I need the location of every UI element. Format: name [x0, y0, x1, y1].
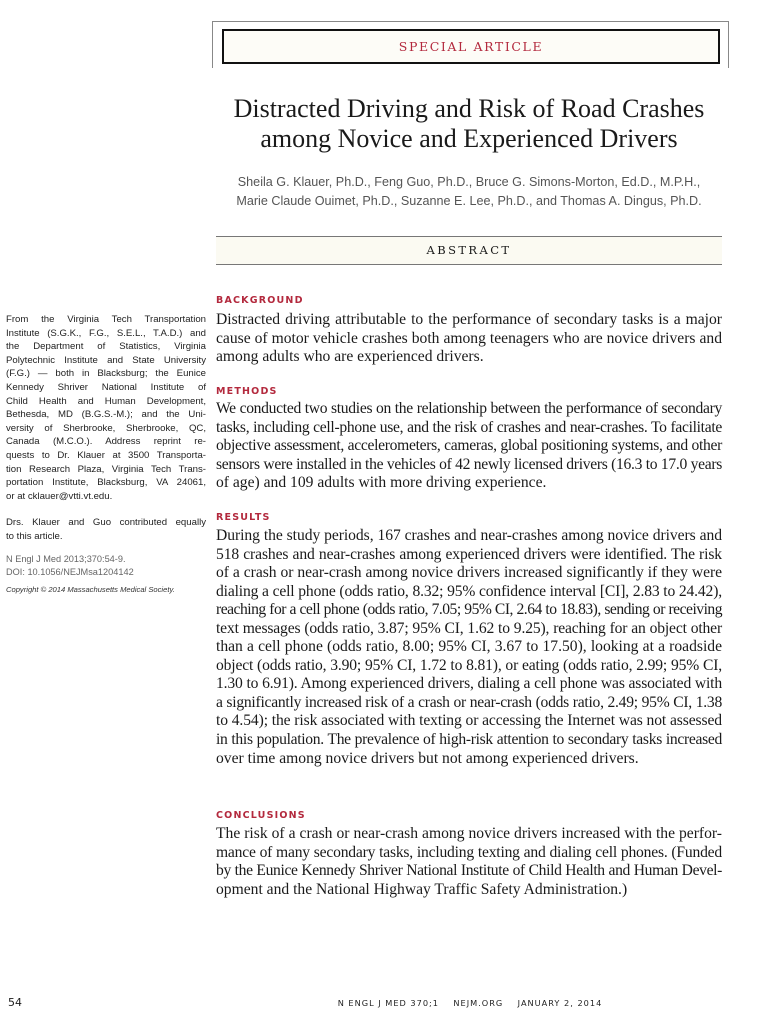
- text-line: sensors were installed in the vehicles o…: [216, 455, 722, 473]
- text-line: tion Research Plaza, Virginia Tech Trans…: [6, 463, 206, 475]
- text-line: than a cell phone (odds ratio, 8.00; 95%…: [216, 638, 722, 656]
- text-line: of age) and 109 adults with more driving…: [216, 474, 547, 492]
- section-text-results: During the study periods, 167 crashes an…: [216, 527, 723, 768]
- title-line: Distracted Driving and Risk of Road Cras…: [233, 94, 705, 123]
- footer-citation: N ENGL J MED 370;1 NEJM.ORG JANUARY 2, 2…: [337, 998, 603, 1008]
- text-line: Child Health and Human Development,: [6, 395, 206, 407]
- section-banner: SPECIAL ARTICLE: [222, 29, 720, 64]
- text-line: over time among novice drivers but not a…: [216, 749, 639, 767]
- text-line: of a crash or near-crash among novice dr…: [216, 564, 722, 582]
- text-line: among adults who are experienced drivers…: [216, 348, 484, 366]
- text-line: Polytechnic Institute and State Universi…: [6, 354, 206, 366]
- contribution-note: Drs. Klauer and Guo contributed equally t…: [6, 516, 206, 543]
- author-line: Sheila G. Klauer, Ph.D., Feng Guo, Ph.D.…: [237, 175, 701, 189]
- text-line: 1.30 to 6.91). Among experienced drivers…: [216, 675, 722, 693]
- text-line: objective assessment, accelerometers, ca…: [216, 437, 722, 455]
- text-line: 518 crashes and near-crashes among exper…: [216, 545, 722, 563]
- text-line: Canada (M.C.O.). Address reprint re-: [6, 436, 206, 448]
- text-line: dialing a cell phone (odds ratio, 8.32; …: [216, 582, 722, 600]
- text-line: The risk of a crash or near-crash among …: [216, 825, 722, 842]
- text-line: a significantly increased risk of a cras…: [216, 693, 722, 711]
- text-line: in this population. The prevalence of hi…: [216, 731, 722, 749]
- section-text-methods: We conducted two studies on the relation…: [216, 400, 722, 493]
- text-line: portation Institute, Blacksburg, VA 2406…: [6, 477, 206, 489]
- text-line: From the Virginia Tech Transportation: [6, 314, 206, 325]
- section-text-conclusions: The risk of a crash or near-crash among …: [216, 825, 722, 899]
- text-line: to 4.54); the risk associated with texti…: [216, 712, 722, 730]
- text-line: the Department of Statistics, Virginia: [6, 341, 206, 353]
- text-line: by the Eunice Kennedy Shriver National I…: [216, 862, 722, 880]
- text-line: tasks, including cell-phone use, and the…: [216, 418, 722, 436]
- copyright: Copyright © 2014 Massachusetts Medical S…: [6, 585, 175, 594]
- section-heading-methods: METHODS: [216, 386, 278, 397]
- section-text-background: Distracted driving attributable to the p…: [216, 311, 722, 367]
- doi: DOI: 10.1056/NEJMsa1204142: [6, 567, 134, 577]
- text-line: Institute (S.G.K., F.G., S.E.L., T.A.D.)…: [6, 327, 206, 339]
- abstract-heading: ABSTRACT: [216, 236, 722, 265]
- section-heading-results: RESULTS: [216, 512, 271, 523]
- text-line: cause of motor vehicle crashes both amon…: [216, 329, 722, 347]
- article-title: Distracted Driving and Risk of Road Cras…: [216, 94, 722, 154]
- citation: N Engl J Med 2013;370:54-9.: [6, 554, 126, 564]
- section-label: SPECIAL ARTICLE: [398, 39, 544, 54]
- text-line: mance of many secondary tasks, including…: [216, 843, 722, 861]
- text-line: or at cklauer@vtti.vt.edu.: [6, 490, 113, 502]
- section-heading-background: BACKGROUND: [216, 295, 304, 306]
- author-line: Marie Claude Ouimet, Ph.D., Suzanne E. L…: [236, 194, 702, 208]
- text-line: We conducted two studies on the relation…: [216, 400, 722, 417]
- text-line: to this article.: [6, 530, 63, 542]
- text-line: quests to Dr. Klauer at 3500 Transporta-: [6, 449, 206, 461]
- text-line: Bethesda, MD (B.G.S.-M.); and the Uni-: [6, 409, 206, 421]
- text-line: opment and the National Highway Traffic …: [216, 880, 628, 898]
- affiliations: From the Virginia Tech Transportation Ins…: [6, 313, 206, 503]
- section-heading-conclusions: CONCLUSIONS: [216, 810, 306, 821]
- text-line: reaching for a cell phone (odds ratio, 7…: [216, 601, 723, 619]
- text-line: Drs. Klauer and Guo contributed equally: [6, 517, 206, 528]
- title-line: among Novice and Experienced Drivers: [260, 124, 678, 153]
- text-line: Kennedy Shriver National Institute of: [6, 381, 206, 393]
- page-number: 54: [8, 996, 22, 1009]
- author-list: Sheila G. Klauer, Ph.D., Feng Guo, Ph.D.…: [216, 173, 722, 211]
- text-line: (F.G.) — both in Blacksburg; the Eunice: [6, 368, 206, 380]
- text-line: object (odds ratio, 3.90; 95% CI, 1.72 t…: [216, 656, 722, 674]
- text-line: During the study periods, 167 crashes an…: [216, 527, 722, 544]
- text-line: Distracted driving attributable to the p…: [216, 311, 722, 328]
- text-line: text messages (odds ratio, 3.87; 95% CI,…: [216, 619, 722, 637]
- text-line: versity of Sherbrooke, Sherbrooke, QC,: [6, 422, 206, 434]
